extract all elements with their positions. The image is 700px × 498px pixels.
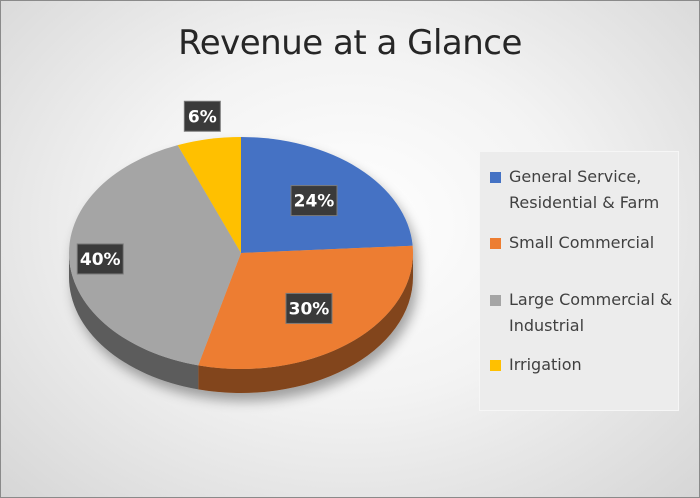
legend-label-2: Large Commercial & Industrial	[509, 290, 673, 335]
chart-legend: General Service, Residential & Farm Small …	[479, 151, 679, 411]
data-label-1: 30%	[285, 292, 333, 324]
data-label-2: 40%	[76, 243, 124, 275]
legend-label-1: Small Commercial	[509, 233, 655, 252]
legend-swatch-1	[490, 238, 501, 249]
data-label-3: 6%	[183, 100, 221, 132]
legend-swatch-0	[490, 172, 501, 183]
data-label-text-2: 40%	[80, 250, 121, 270]
legend-entry-2: Large Commercial & Industrial	[490, 287, 676, 339]
legend-swatch-2	[490, 295, 501, 306]
pie-slice-3	[177, 137, 241, 253]
legend-entry-3: Irrigation	[490, 352, 676, 378]
pie-side-1	[198, 253, 413, 393]
data-label-0: 24%	[290, 185, 338, 217]
chart-title: Revenue at a Glance	[178, 23, 522, 63]
data-label-text-1: 30%	[289, 299, 330, 319]
data-label-text-0: 24%	[294, 192, 335, 212]
legend-label-3: Irrigation	[509, 355, 582, 374]
legend-label-0: General Service, Residential & Farm	[509, 167, 660, 212]
pie-slice-2	[69, 145, 241, 366]
legend-entry-1: Small Commercial	[490, 230, 676, 256]
legend-entry-0: General Service, Residential & Farm	[490, 164, 676, 216]
legend-swatch-3	[490, 360, 501, 371]
data-label-text-3: 6%	[188, 107, 217, 127]
pie-side-2	[69, 253, 199, 390]
